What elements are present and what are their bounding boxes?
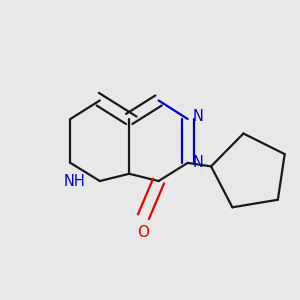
Text: N: N	[193, 155, 203, 170]
Text: O: O	[137, 225, 149, 240]
Text: NH: NH	[63, 173, 85, 188]
Text: N: N	[193, 109, 203, 124]
